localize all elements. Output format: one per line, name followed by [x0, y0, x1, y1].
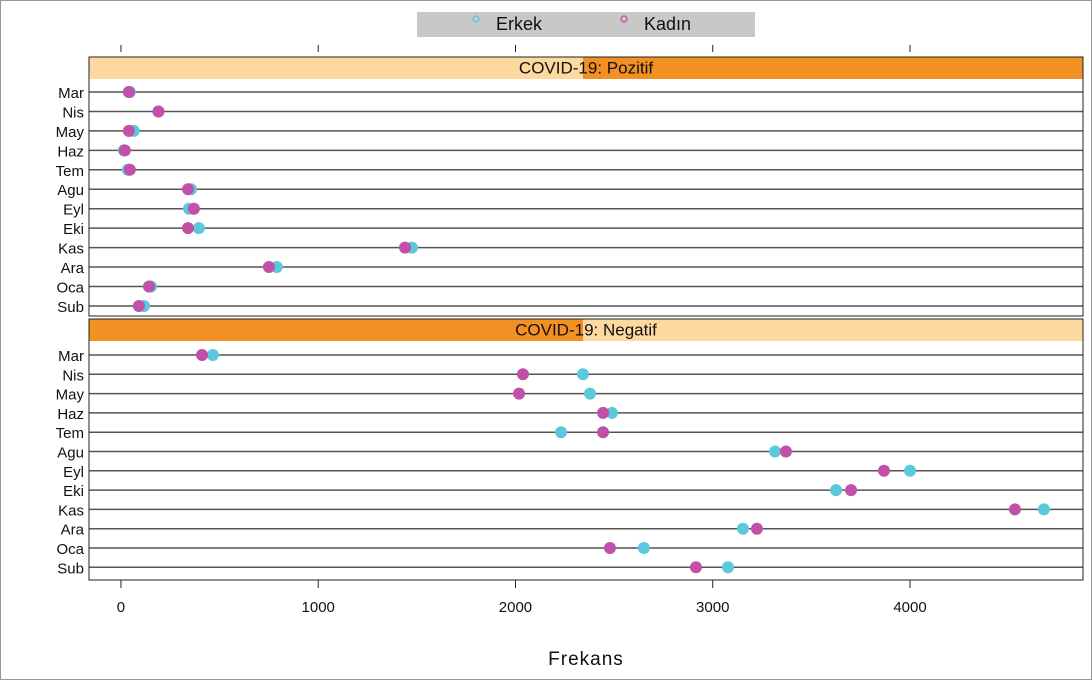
dot: [750, 522, 763, 535]
dot: [262, 261, 275, 274]
dot: [689, 561, 702, 574]
dot: [584, 387, 597, 400]
category-label: Eki: [63, 221, 84, 238]
dot: [187, 202, 200, 215]
legend-label: Erkek: [496, 14, 543, 34]
dot: [605, 406, 618, 419]
dot: [399, 241, 412, 254]
category-label: May: [56, 124, 85, 141]
dot: [736, 522, 749, 535]
dot: [597, 406, 610, 419]
strip-title: COVID-19: Negatif: [515, 320, 657, 339]
category-label: Agu: [57, 444, 84, 461]
category-label: Sub: [57, 299, 84, 316]
strip-level: [583, 319, 1083, 341]
legend-box: [417, 12, 755, 37]
dot: [513, 387, 526, 400]
category-label: Ara: [61, 260, 85, 277]
dot: [845, 484, 858, 497]
dot: [576, 368, 589, 381]
dot: [152, 105, 165, 118]
dot: [516, 368, 529, 381]
dot: [196, 349, 209, 361]
dot: [142, 280, 155, 293]
dot: [132, 299, 145, 312]
dot: [779, 445, 792, 458]
x-tick-label: 1000: [302, 599, 335, 616]
dot: [122, 86, 135, 98]
dot: [206, 349, 219, 361]
dot: [769, 445, 782, 458]
dot: [637, 542, 650, 554]
dot: [555, 426, 568, 439]
category-label: Oca: [56, 279, 84, 296]
legend-symbol: [472, 15, 480, 23]
category-label: Kas: [58, 241, 84, 258]
x-tick-label: 3000: [696, 599, 729, 616]
legend-symbol: [620, 15, 628, 23]
dot: [123, 163, 136, 176]
dot: [877, 464, 890, 477]
panel-border: [88, 318, 1084, 581]
category-label: Eki: [63, 483, 84, 500]
dot: [192, 222, 205, 235]
dot: [597, 426, 610, 439]
category-label: Oca: [56, 541, 84, 558]
category-label: Kas: [58, 502, 84, 519]
dot: [904, 464, 917, 477]
dot: [603, 542, 616, 554]
category-label: Sub: [57, 560, 84, 577]
category-label: Haz: [57, 143, 84, 160]
dot: [182, 183, 195, 196]
x-tick-label: 2000: [499, 599, 532, 616]
strip-level: [89, 57, 583, 79]
panel-border: [88, 56, 1084, 317]
category-label: Ara: [61, 522, 85, 539]
category-label: May: [56, 387, 85, 404]
dot: [1008, 503, 1021, 516]
category-label: Mar: [58, 85, 84, 102]
strip-title: COVID-19: Pozitif: [519, 58, 653, 77]
category-label: Nis: [62, 367, 84, 384]
dot: [182, 222, 195, 235]
category-label: Nis: [62, 104, 84, 121]
category-label: Agu: [57, 182, 84, 199]
category-label: Eyl: [63, 464, 84, 481]
dot: [118, 144, 131, 157]
category-label: Haz: [57, 406, 84, 423]
category-label: Eyl: [63, 202, 84, 219]
dot: [1037, 503, 1050, 516]
legend-label: Kadın: [644, 14, 691, 34]
category-label: Tem: [56, 425, 84, 442]
category-label: Tem: [56, 163, 84, 180]
x-tick-label: 4000: [893, 599, 926, 616]
x-axis-label: Frekans: [548, 649, 624, 670]
category-label: Mar: [58, 348, 84, 365]
dot: [122, 124, 135, 137]
dot: [830, 484, 843, 497]
x-tick-label: 0: [117, 599, 125, 616]
dot: [721, 561, 734, 574]
